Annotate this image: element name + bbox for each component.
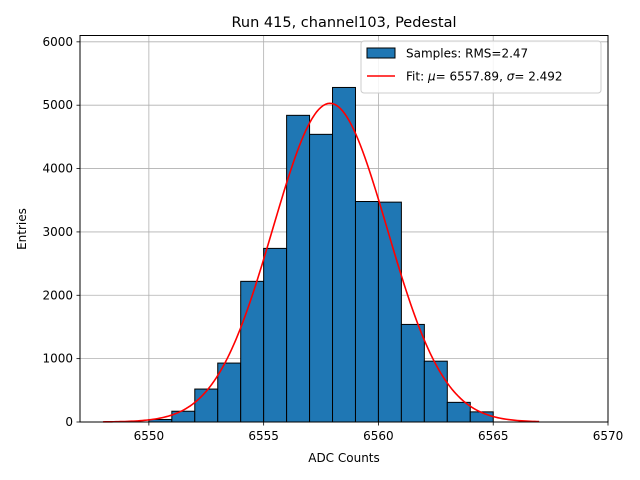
legend-fit-sigma-symbol: σ [507,70,515,84]
legend-fit-prefix: Fit: [406,70,428,84]
histogram-bar [354,201,379,423]
x-tick-label: 6555 [248,429,279,443]
y-tick-label: 6000 [42,35,73,49]
histogram-bar [286,114,311,423]
y-axis-label: Entries [15,208,29,250]
histogram-bar [446,401,471,423]
histogram-bar [194,388,219,423]
histogram-bar [263,247,288,423]
y-axis-ticks: 0 1000 2000 3000 4000 5000 6000 [42,35,80,429]
legend-fit-mu-value: = 6557.89 [436,70,500,84]
y-tick-label: 1000 [42,352,73,366]
x-axis-label: ADC Counts [308,451,380,465]
plot-frame [79,35,609,423]
y-tick-label: 0 [65,415,73,429]
y-tick-label: 3000 [42,225,73,239]
y-tick-label: 2000 [42,288,73,302]
histogram-bar [217,362,242,423]
x-axis-ticks: 6550 6555 6560 6565 6570 [134,422,624,443]
legend-box [360,40,602,94]
legend-fit-label: Fit: μ= 6557.89, σ= 2.492 [406,70,563,84]
fit-curve [102,102,540,423]
legend-histogram-swatch [366,47,396,59]
legend-fit-sigma-value: = 2.492 [514,70,562,84]
x-tick-label: 6560 [363,429,394,443]
y-tick-label: 5000 [42,98,73,112]
legend-histogram-label: Samples: RMS=2.47 [406,47,528,61]
x-tick-label: 6565 [478,429,509,443]
legend: Samples: RMS=2.47 Fit: μ= 6557.89, σ= 2.… [360,40,602,94]
histogram-bar [240,280,265,423]
histogram-bar [400,323,425,423]
histogram-bar [423,360,448,423]
y-tick-label: 4000 [42,162,73,176]
x-tick-label: 6570 [593,429,624,443]
histogram-bar [332,86,356,423]
histogram-bars [148,86,494,423]
histogram-bar [309,133,334,423]
chart-title: Run 415, channel103, Pedestal [231,15,456,31]
histogram-bar [171,410,196,423]
legend-fit-mu-symbol: μ [427,70,436,84]
x-tick-label: 6550 [134,429,165,443]
